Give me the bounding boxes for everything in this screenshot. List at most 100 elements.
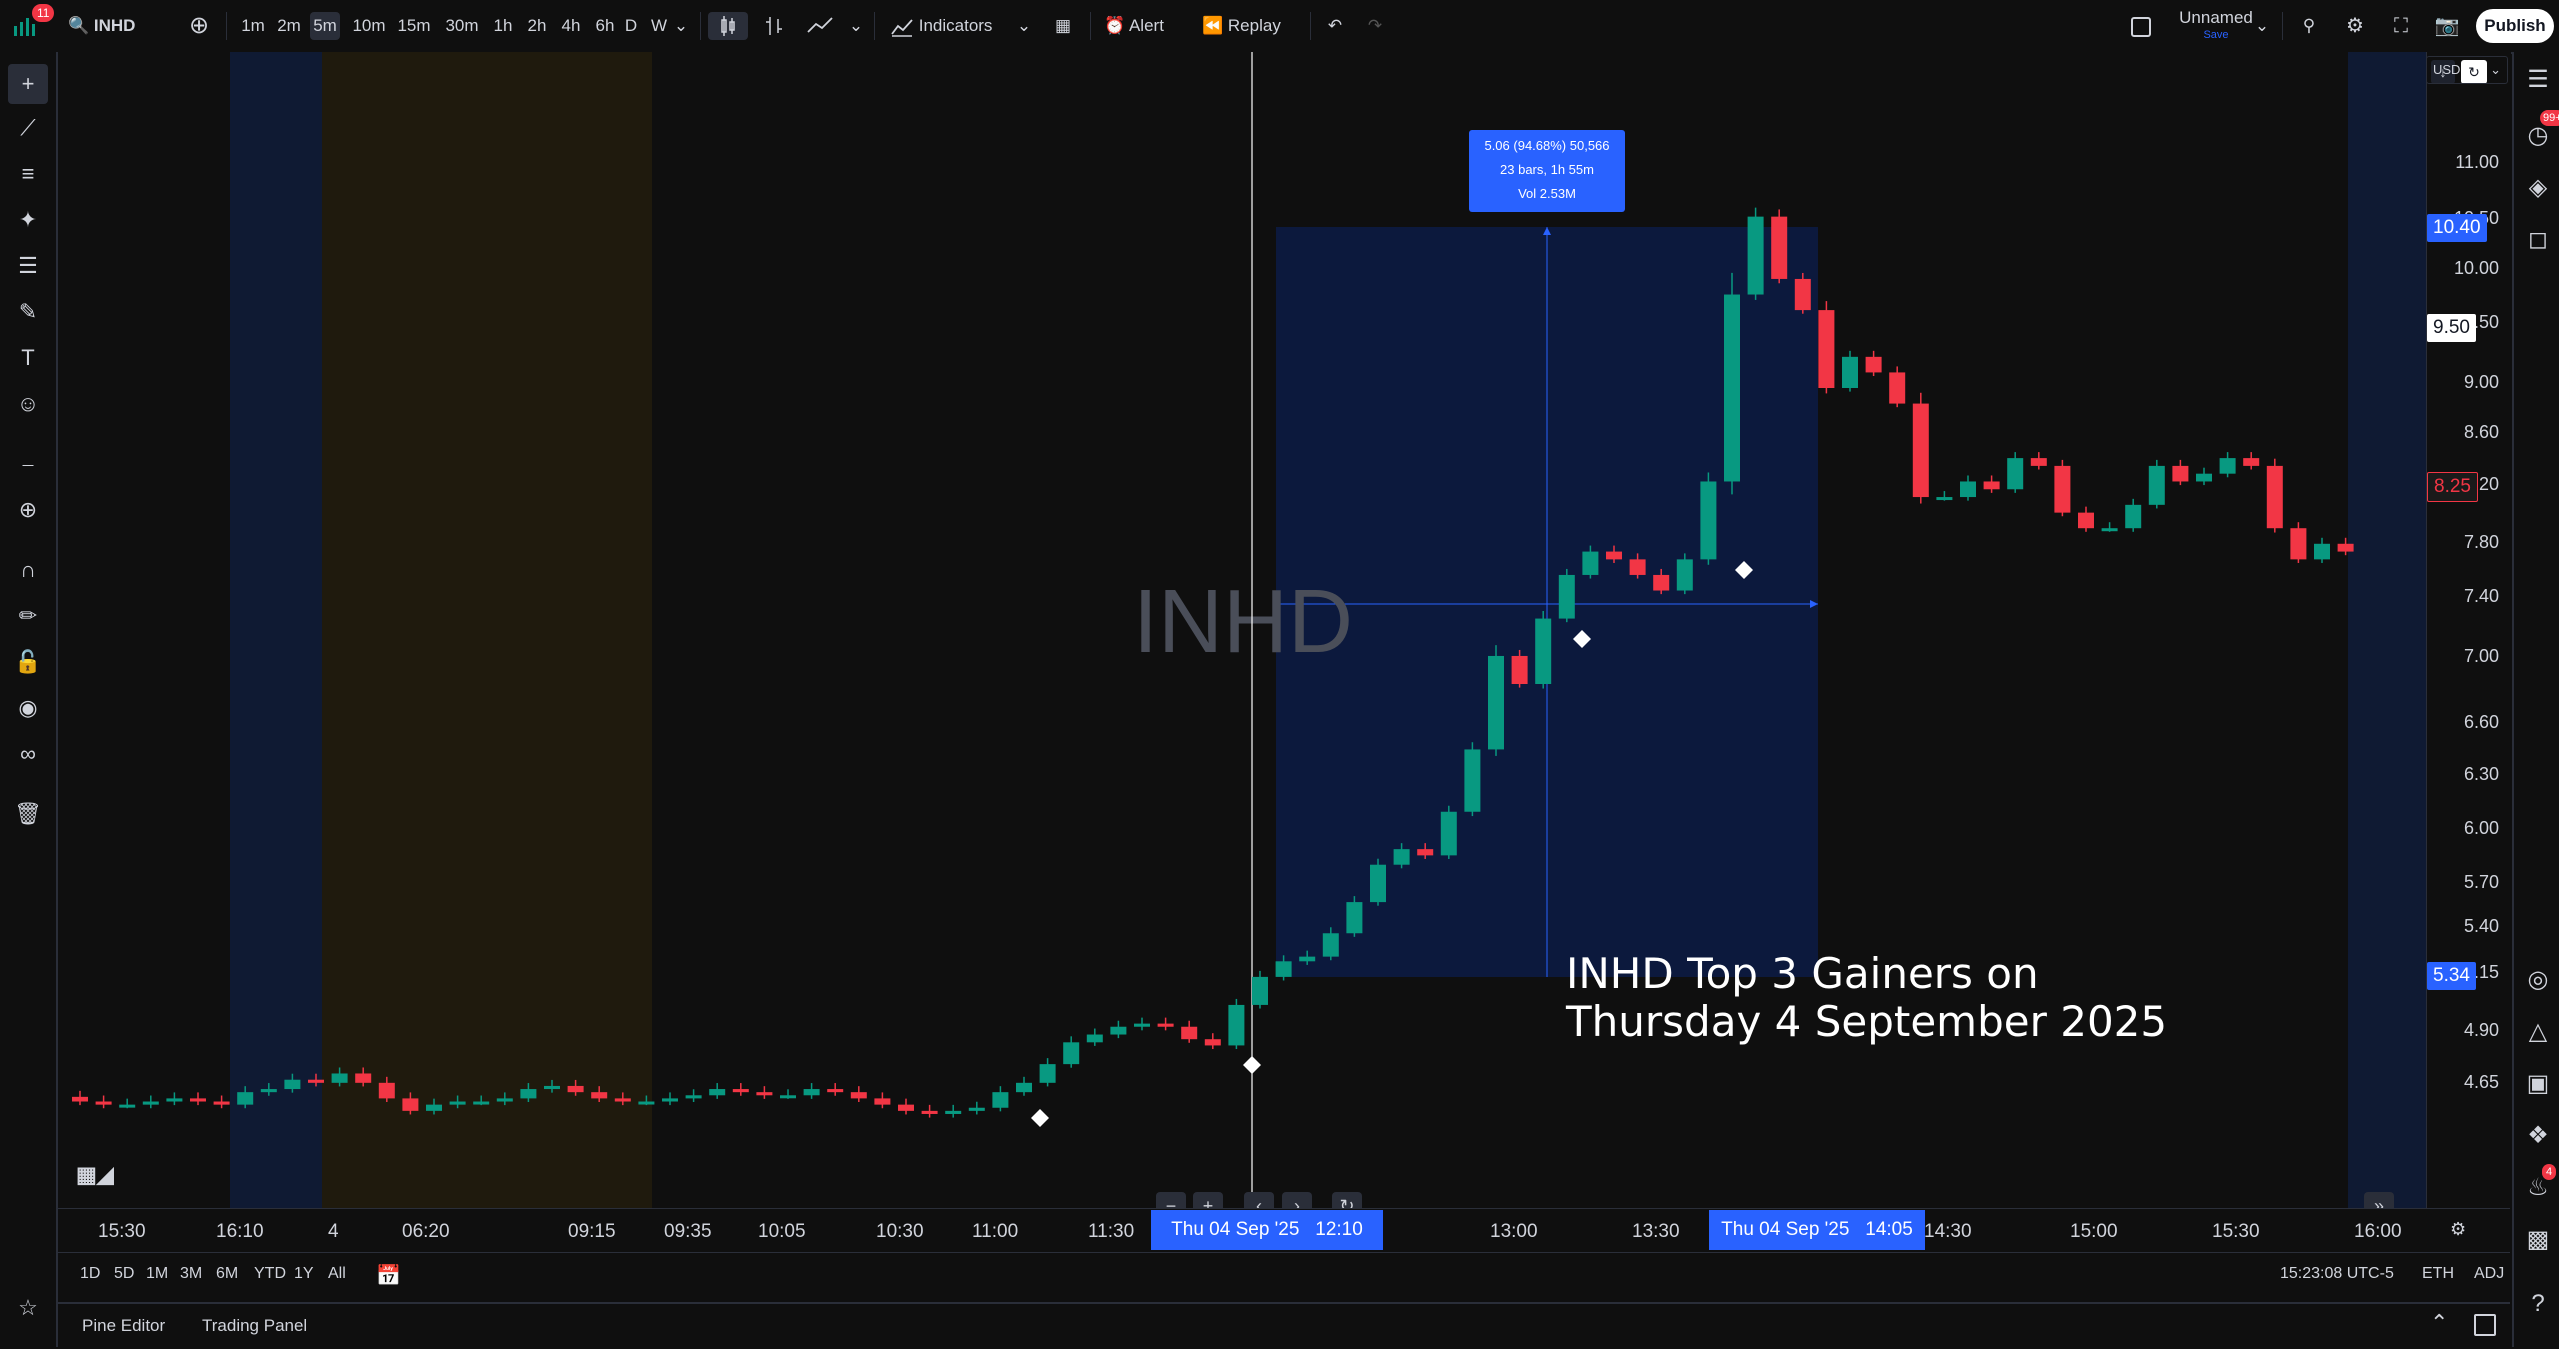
candle-body: [2172, 465, 2189, 482]
interval-dropdown-button[interactable]: ⌄: [670, 12, 692, 40]
target-button[interactable]: ◎: [2520, 962, 2556, 998]
tv-logo-icon: ▦◢: [76, 1162, 114, 1187]
snapshot-button[interactable]: 📷: [2430, 12, 2464, 40]
interval-6h[interactable]: 6h: [595, 16, 615, 35]
layers-button[interactable]: ◈: [2520, 170, 2556, 206]
compare-add-button[interactable]: ⊕: [184, 12, 214, 40]
zoom-out-button[interactable]: −: [1156, 1192, 1186, 1208]
text-tool[interactable]: T: [8, 338, 48, 378]
alert-button[interactable]: ⏰ Alert: [1104, 12, 1184, 40]
reset-chart-button[interactable]: ↻: [1332, 1192, 1362, 1208]
trend-line-tool[interactable]: ⟋: [8, 108, 48, 148]
collapse-panel-button[interactable]: ⌃: [2430, 1310, 2448, 1336]
zoom-tool[interactable]: ⊕: [8, 490, 48, 530]
stay-in-drawing-tool[interactable]: ✏: [8, 596, 48, 636]
interval-30m[interactable]: 30m: [445, 16, 479, 35]
redo-button[interactable]: ↷: [1360, 12, 1390, 40]
range-1y[interactable]: 1Y: [294, 1265, 314, 1282]
interval-2m[interactable]: 2m: [277, 16, 301, 35]
layout-dropdown[interactable]: ⌄: [2252, 12, 2272, 40]
scroll-to-realtime-button[interactable]: »: [2364, 1192, 2394, 1208]
interval-W[interactable]: W: [650, 16, 668, 35]
projection-icon: ☰: [18, 253, 38, 278]
caption-line-2: Thursday 4 September 2025: [1565, 997, 2167, 1046]
fib-tool[interactable]: ≡: [8, 154, 48, 194]
line-chart-type-button[interactable]: [802, 12, 838, 40]
range-all[interactable]: All: [328, 1265, 346, 1282]
sync-button[interactable]: ↻: [2461, 60, 2487, 84]
range-6m[interactable]: 6M: [216, 1265, 239, 1282]
favorites-tool[interactable]: ☆: [8, 1288, 48, 1328]
time-axis-settings-button[interactable]: ⚙: [2450, 1219, 2466, 1240]
zoom-in-button[interactable]: +: [1193, 1192, 1223, 1208]
watchlist-button[interactable]: ☰: [2520, 62, 2556, 98]
settings-button[interactable]: ⚙: [2340, 12, 2370, 40]
layout-grid-button[interactable]: ▦: [1048, 12, 1078, 40]
ruler-tool[interactable]: ⎯: [8, 444, 48, 484]
interval-4h[interactable]: 4h: [561, 16, 581, 35]
range-3m[interactable]: 3M: [180, 1265, 203, 1282]
emoji-tool[interactable]: ☺: [8, 384, 48, 424]
chart-type-dropdown[interactable]: ⌄: [846, 12, 866, 40]
interval-1h[interactable]: 1h: [493, 16, 513, 35]
sync-drawings-tool[interactable]: ∞: [8, 734, 48, 774]
session-toggle[interactable]: ETH: [2422, 1265, 2454, 1282]
scroll-down-button[interactable]: ↓: [2431, 60, 2455, 84]
bars-chart-type-button[interactable]: [756, 12, 792, 40]
range-1d[interactable]: 1D: [80, 1265, 101, 1282]
chart-pane[interactable]: INHD INHD Top 3 Gainers on Thursday 4 Se…: [58, 52, 2426, 1208]
maximize-panel-button[interactable]: [2474, 1314, 2496, 1336]
layout-checkbox[interactable]: [2128, 12, 2154, 40]
quick-search-button[interactable]: ⚲: [2294, 12, 2324, 40]
notifications-button[interactable]: ♨ 4: [2520, 1164, 2557, 1206]
hide-drawings-tool[interactable]: ◉: [8, 688, 48, 728]
interval-1m[interactable]: 1m: [241, 16, 265, 35]
tradingview-logo-button[interactable]: 11: [10, 4, 55, 42]
alerts-button[interactable]: ◷ 99+: [2520, 110, 2559, 154]
indicators-button[interactable]: Indicators: [890, 12, 1030, 40]
interval-2h[interactable]: 2h: [527, 16, 547, 35]
help-button[interactable]: ?: [2520, 1286, 2556, 1322]
chevron-down-icon: ⌄: [2254, 16, 2270, 35]
candle-body: [1818, 310, 1835, 388]
range-5d[interactable]: 5D: [114, 1265, 135, 1282]
chat-button[interactable]: ◻: [2520, 222, 2556, 258]
calendar-button[interactable]: ▣: [2520, 1066, 2556, 1102]
adjust-toggle[interactable]: ADJ: [2474, 1265, 2505, 1282]
interval-5m[interactable]: 5m: [310, 12, 340, 40]
interval-15m[interactable]: 15m: [397, 16, 431, 35]
range-1m[interactable]: 1M: [146, 1265, 169, 1282]
fullscreen-button[interactable]: ⛶: [2386, 12, 2416, 40]
layout-name-button[interactable]: Unnamed Save: [2166, 8, 2266, 44]
pattern-tool[interactable]: ✦: [8, 200, 48, 240]
crosshair-tool[interactable]: +: [8, 64, 48, 104]
undo-button[interactable]: ↶: [1320, 12, 1350, 40]
brush-tool[interactable]: ✎: [8, 292, 48, 332]
go-to-date-button[interactable]: 📅: [376, 1263, 401, 1288]
chart-canvas[interactable]: INHD INHD Top 3 Gainers on Thursday 4 Se…: [58, 52, 2426, 1208]
interval-10m[interactable]: 10m: [352, 16, 386, 35]
streams-button[interactable]: ❖: [2520, 1118, 2556, 1154]
scroll-left-button[interactable]: ‹: [1244, 1192, 1274, 1208]
candles-chart-type-button[interactable]: [708, 12, 748, 40]
lock-drawings-tool[interactable]: 🔓: [8, 642, 48, 682]
publish-button[interactable]: Publish: [2476, 9, 2554, 43]
price-axis[interactable]: ↓ ↻ 11.0010.5010.009.509.008.608.207.807…: [2426, 52, 2511, 1208]
ideas-button[interactable]: △: [2520, 1014, 2556, 1050]
remove-drawings-tool[interactable]: 🗑: [8, 794, 48, 834]
currency-button[interactable]: USD ⌄: [2426, 56, 2508, 84]
tab-pine-editor[interactable]: Pine Editor: [82, 1316, 166, 1335]
tab-trading-panel[interactable]: Trading Panel: [202, 1316, 308, 1335]
apps-button[interactable]: ▩: [2520, 1222, 2556, 1258]
time-axis[interactable]: 15:30 16:10 4 06:20 09:15 09:35 10:05 10:30 11:0…: [58, 1208, 2510, 1253]
interval-D[interactable]: D: [624, 16, 638, 35]
replay-button[interactable]: ⏪ Replay: [1202, 12, 1302, 40]
trash-icon: 🗑: [14, 801, 42, 826]
range-ytd[interactable]: YTD: [254, 1265, 286, 1282]
scroll-right-button[interactable]: ›: [1282, 1192, 1312, 1208]
projection-tool[interactable]: ☰: [8, 246, 48, 286]
symbol-search[interactable]: 🔍 INHD: [68, 12, 168, 40]
clock-label[interactable]: 15:23:08 UTC-5: [2280, 1265, 2394, 1282]
indicators-dropdown[interactable]: ⌄: [1014, 12, 1034, 40]
magnet-tool[interactable]: ∩: [8, 550, 48, 590]
